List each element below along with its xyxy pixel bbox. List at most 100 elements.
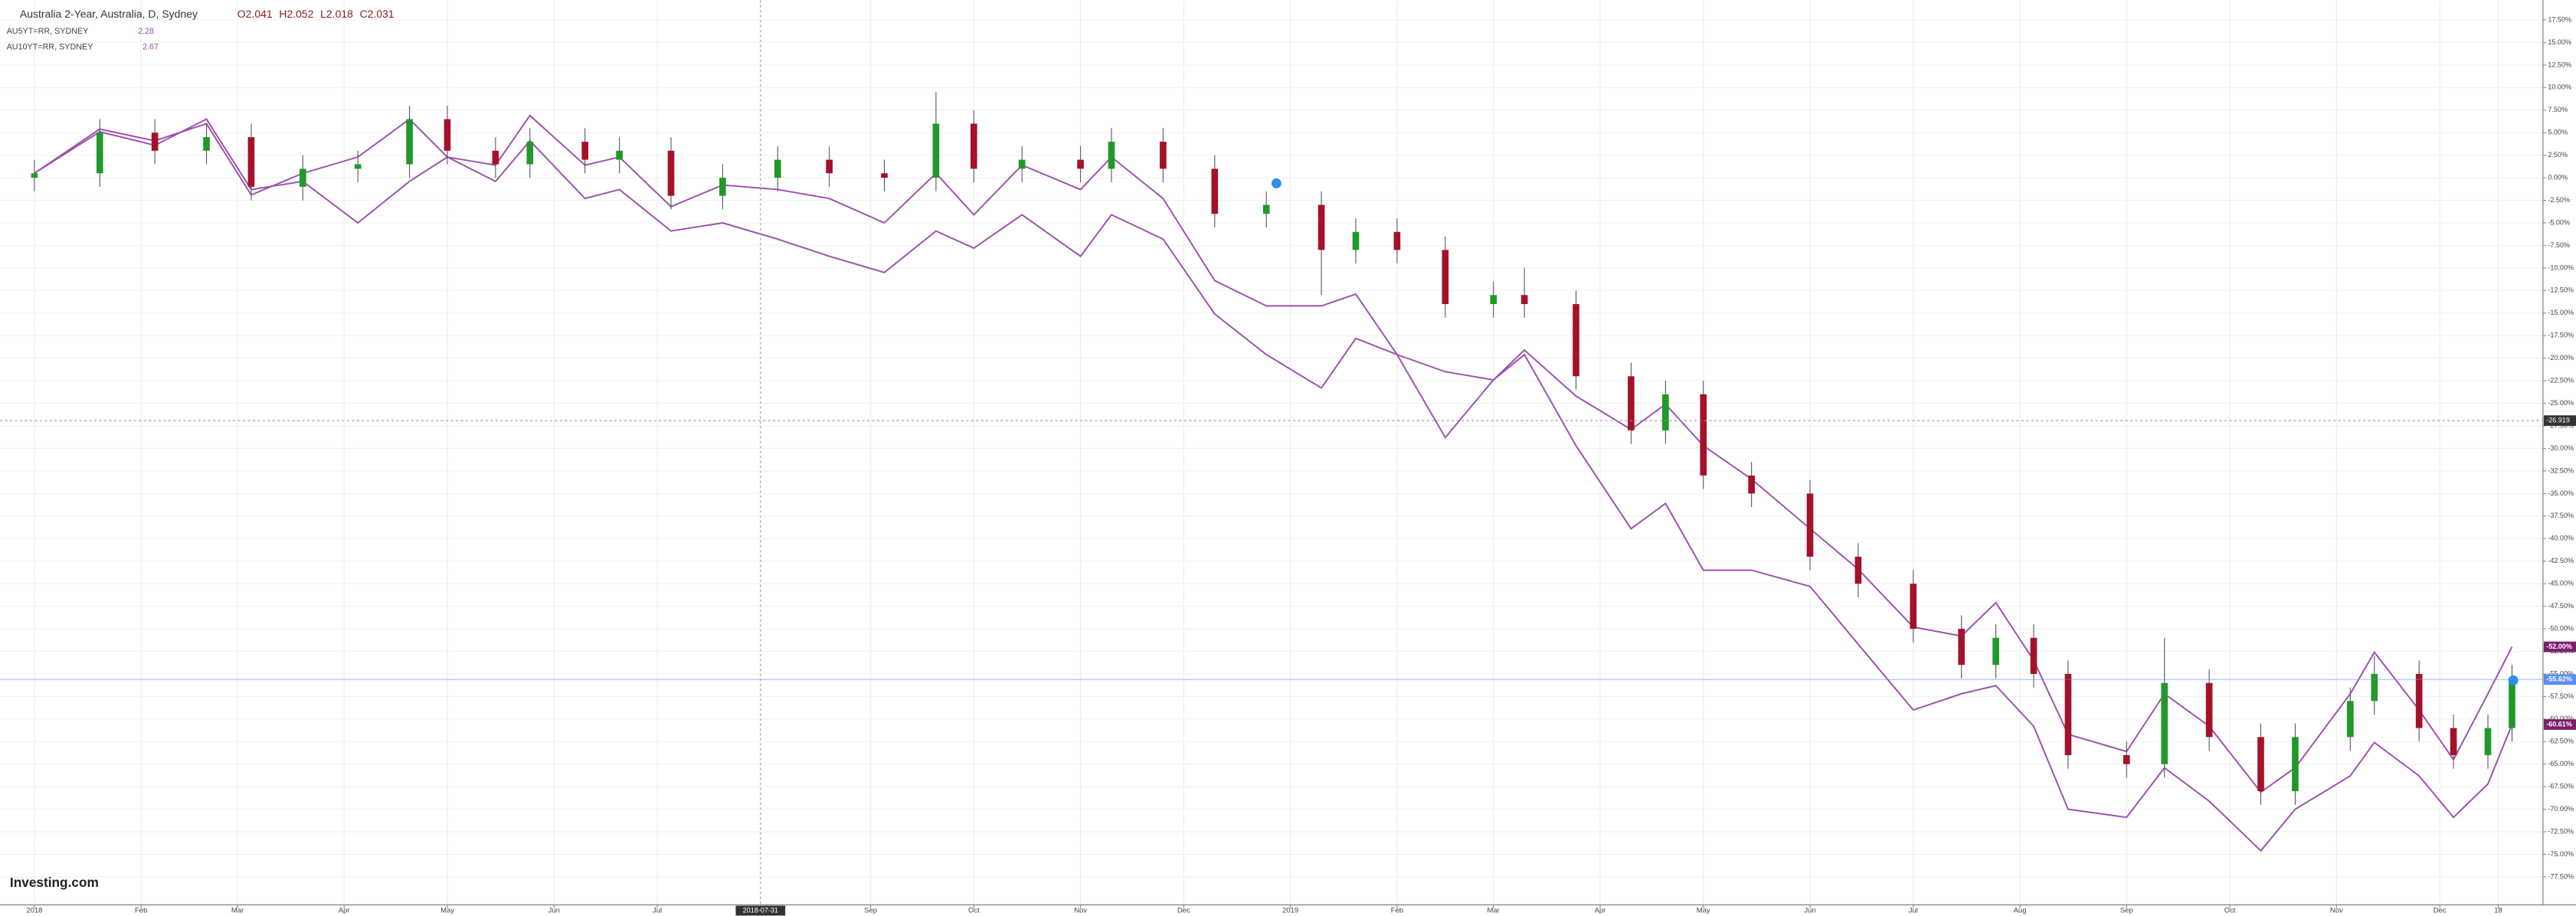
candle-body: [1352, 231, 1360, 250]
ohlc-label: O2.041: [237, 8, 273, 20]
x-tick-label: Sep: [2120, 907, 2133, 915]
x-tick-label: 18: [2494, 907, 2502, 915]
last-value-box: [2543, 641, 2576, 653]
x-tick-label: May: [440, 907, 454, 915]
candle-body: [581, 142, 589, 160]
candle-body: [1018, 159, 1026, 169]
candle-body: [971, 123, 977, 169]
y-tick-label: -57.50%: [2548, 692, 2574, 700]
y-tick-label: 5.00%: [2548, 129, 2568, 136]
y-tick-label: 7.50%: [2548, 106, 2568, 113]
y-tick-label: -5.00%: [2548, 218, 2570, 226]
last-value-box: [2543, 719, 2576, 730]
candle-body: [881, 173, 888, 178]
candle-body: [1573, 304, 1579, 377]
candle-body: [406, 119, 413, 165]
candle-body: [2161, 682, 2168, 764]
y-tick-label: -75.00%: [2548, 850, 2574, 858]
candle-body: [1160, 142, 1167, 169]
candle-body: [1490, 295, 1497, 305]
candle-body: [2257, 737, 2264, 792]
chart-title: Australia 2-Year, Australia, D, Sydney: [20, 8, 198, 20]
candle-body: [1910, 584, 1917, 630]
plot: [31, 92, 2515, 852]
candle-body: [31, 173, 38, 178]
candle-body: [1442, 250, 1449, 305]
y-tick-label: -60.00%: [2548, 715, 2574, 722]
candle-body: [774, 159, 781, 178]
axes: Australia 2-Year, Australia, D, Sydney O2…: [7, 8, 2574, 914]
x-tick-label: Mar: [1488, 907, 1500, 915]
x-tick-label: 2019: [1282, 907, 1298, 915]
y-tick-label: -45.00%: [2548, 580, 2574, 587]
y-tick-label: -62.50%: [2548, 738, 2574, 745]
y-tick-label: -77.50%: [2548, 872, 2574, 880]
x-tick-label: Aug: [2014, 907, 2027, 915]
y-tick-label: -7.50%: [2548, 241, 2570, 249]
y-tick-label: -42.50%: [2548, 557, 2574, 564]
x-tick-label: Feb: [1391, 907, 1403, 915]
x-tick-label: Jul: [1909, 907, 1918, 915]
x-tick-label: Apr: [339, 907, 350, 915]
candle-body: [826, 159, 833, 174]
candle-body: [1662, 394, 1669, 430]
candle-body: [444, 119, 451, 151]
candle-body: [247, 137, 255, 187]
x-tick-label: Jun: [548, 907, 560, 915]
crosshair-y-label: -26.919: [2546, 417, 2570, 424]
candle-body: [719, 178, 726, 196]
y-tick-label: -2.50%: [2548, 196, 2570, 204]
y-tick-label: 15.00%: [2548, 38, 2571, 46]
x-tick-label: Oct: [968, 907, 980, 915]
x-tick-label: Nov: [2330, 907, 2343, 915]
candle-body: [151, 132, 159, 151]
logo: Investing.com: [10, 875, 99, 890]
y-tick-label: -20.00%: [2548, 354, 2574, 361]
candle-body: [2371, 673, 2378, 702]
y-tick-label: -25.00%: [2548, 399, 2574, 407]
ohlc-label: H2.052: [279, 8, 313, 20]
candle-body: [526, 142, 534, 165]
candle-body: [1700, 394, 1707, 476]
legend-label: AU10YT=RR, SYDNEY: [7, 42, 93, 51]
y-tick-label: -40.00%: [2548, 535, 2574, 542]
last-value-label: -60.61%: [2546, 720, 2572, 728]
legend-value: 2.28: [138, 27, 154, 36]
last-value-label: -52.00%: [2546, 643, 2572, 650]
candle-body: [2123, 754, 2130, 764]
candle-body: [2030, 637, 2038, 674]
x-tick-label: Nov: [1074, 907, 1087, 915]
event-marker[interactable]: [1271, 178, 1281, 188]
crosshair-y-box: [2543, 415, 2576, 427]
candle-body: [2346, 701, 2354, 738]
candle-body: [203, 137, 210, 151]
y-tick-label: -72.50%: [2548, 827, 2574, 835]
y-tick-label: -10.00%: [2548, 263, 2574, 271]
y-tick-label: -55.00%: [2548, 669, 2574, 677]
x-tick-label: Dec: [1177, 907, 1190, 915]
y-tick-label: -32.50%: [2548, 466, 2574, 474]
candle-body: [2509, 679, 2515, 728]
y-tick-label: 0.00%: [2548, 174, 2568, 182]
event-marker[interactable]: [2508, 675, 2519, 685]
y-tick-label: -37.50%: [2548, 512, 2574, 519]
x-tick-label: Dec: [2434, 907, 2447, 915]
legend-value: 2.67: [142, 42, 159, 51]
candle-body: [1992, 637, 1999, 666]
y-tick-label: -50.00%: [2548, 624, 2574, 632]
candle-body: [932, 123, 940, 178]
y-tick-label: -65.00%: [2548, 760, 2574, 767]
candle-body: [354, 164, 362, 169]
candle-body: [1211, 168, 1219, 214]
x-tick-label: Jul: [653, 907, 662, 915]
x-tick-label: May: [1697, 907, 1710, 915]
candle-body: [1077, 159, 1084, 169]
candle-body: [2450, 728, 2457, 755]
candle-body: [1748, 475, 1755, 494]
y-tick-label: 17.50%: [2548, 15, 2571, 23]
candle-body: [2292, 737, 2299, 792]
candle-body: [1317, 204, 1325, 250]
legend-label: AU5YT=RR, SYDNEY: [7, 27, 89, 36]
